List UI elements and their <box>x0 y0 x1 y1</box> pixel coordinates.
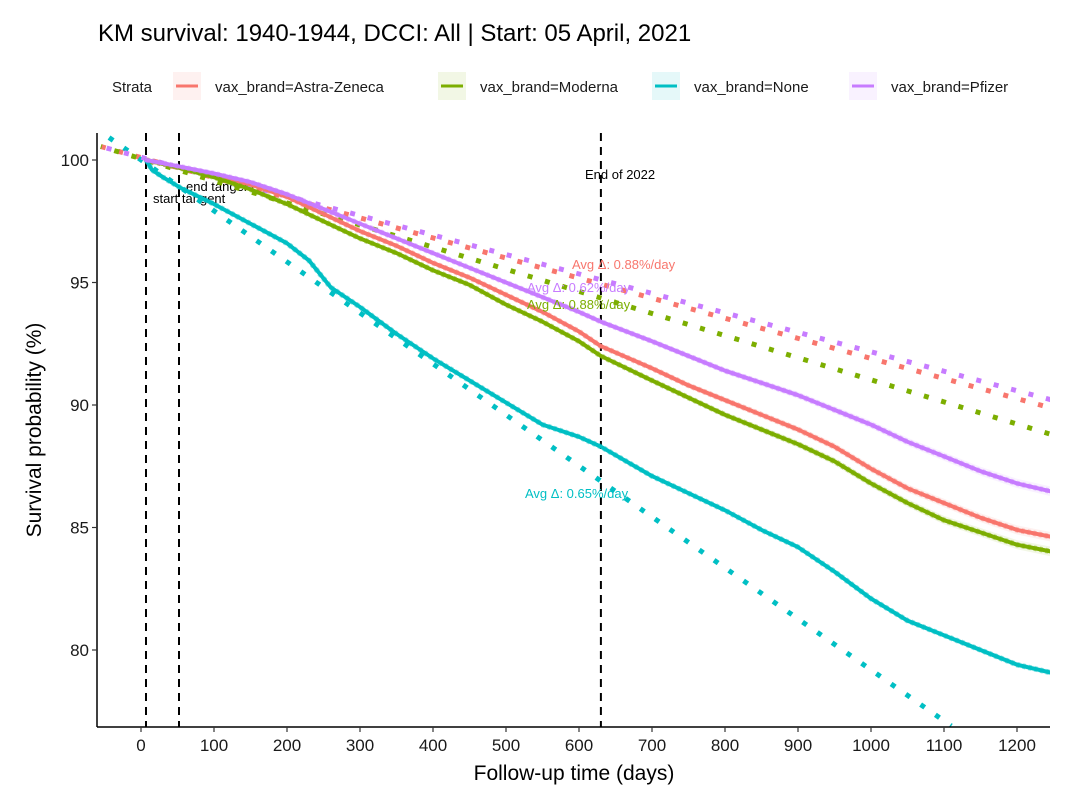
annotation-avg-none: Avg Δ: 0.65%/day <box>525 486 629 501</box>
x-tick-label: 100 <box>200 736 228 755</box>
chart-title: KM survival: 1940-1944, DCCI: All | Star… <box>98 20 691 47</box>
annotation-avg-moderna: Avg Δ: 0.88%/day <box>527 297 631 312</box>
x-tick-label: 0 <box>136 736 145 755</box>
x-tick-label: 200 <box>273 736 301 755</box>
ci-band-none <box>146 160 1050 676</box>
x-tick-label: 800 <box>711 736 739 755</box>
y-tick-label: 80 <box>70 641 89 660</box>
y-tick-label: 100 <box>61 151 89 170</box>
tangent-line-none <box>99 133 953 727</box>
km-curve-astra-zeneca <box>144 158 1050 539</box>
x-tick-label: 300 <box>346 736 374 755</box>
y-axis-label: Survival probability (%) <box>23 323 46 538</box>
legend-title: Strata <box>112 79 153 96</box>
y-tick-label: 85 <box>70 519 89 538</box>
legend-label-none: vax_brand=None <box>694 79 809 96</box>
x-tick-label: 700 <box>638 736 666 755</box>
km-curve-markers-moderna <box>145 157 1050 555</box>
x-tick-label: 1100 <box>926 736 963 755</box>
km-curve-markers-none <box>143 158 1050 676</box>
x-tick-label: 1200 <box>998 736 1036 755</box>
km-curve-markers-pfizer <box>145 157 1050 495</box>
km-curve-markers-astra-zeneca <box>145 157 1050 540</box>
x-tick-label: 400 <box>419 736 447 755</box>
annotation-avg-pfizer: Avg Δ: 0.62%/day <box>527 280 631 295</box>
y-tick-label: 95 <box>70 274 89 293</box>
legend-label-pfizer: vax_brand=Pfizer <box>891 79 1008 96</box>
km-curve-moderna <box>144 158 1050 554</box>
legend: Strata vax_brand=Astra-Zeneca vax_brand=M… <box>112 72 1008 100</box>
x-tick-label: 500 <box>492 736 520 755</box>
km-curve-none <box>144 158 1050 675</box>
y-tick-label: 90 <box>70 396 89 415</box>
x-tick-label: 1000 <box>852 736 890 755</box>
legend-label-astra-zeneca: vax_brand=Astra-Zeneca <box>215 79 385 96</box>
x-tick-label: 600 <box>565 736 593 755</box>
km-curve-pfizer <box>144 158 1050 494</box>
x-axis-label: Follow-up time (days) <box>474 762 675 785</box>
ci-band-pfizer <box>146 160 1050 496</box>
x-tick-label: 900 <box>784 736 812 755</box>
annotation-avg-astra-zeneca: Avg Δ: 0.88%/day <box>572 257 676 272</box>
legend-label-moderna: vax_brand=Moderna <box>480 79 619 96</box>
vline-label-end-of-2022: End of 2022 <box>585 167 655 182</box>
